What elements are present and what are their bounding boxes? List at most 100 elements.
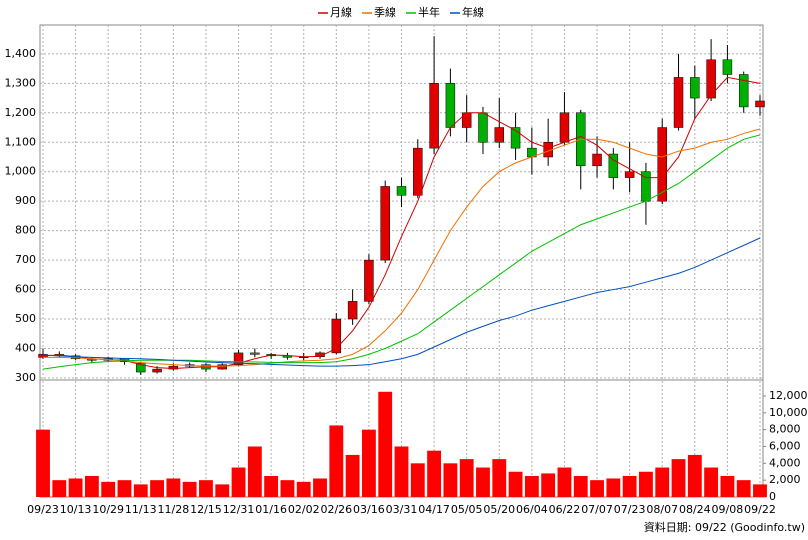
x-tick-label: 12/31	[223, 503, 255, 516]
ma-line	[43, 128, 761, 367]
volume-bar	[443, 463, 458, 497]
candle-body	[690, 77, 700, 99]
volume-bar	[247, 446, 262, 497]
y-tick-label: 900	[15, 194, 36, 207]
x-tick-label: 11/13	[125, 503, 157, 516]
volume-bar	[606, 478, 621, 497]
candle-body	[396, 186, 407, 196]
ma-line	[42, 76, 761, 370]
volume-bar	[639, 471, 653, 497]
y-tick-label: 1,200	[5, 106, 37, 119]
volume-bar	[736, 480, 751, 497]
candle-body	[445, 83, 456, 128]
volume-bar	[476, 467, 490, 497]
volume-bar	[84, 475, 99, 497]
x-tick-label: 07/07	[581, 503, 613, 516]
y-tick-label: 1,300	[5, 76, 37, 89]
x-tick-label: 10/13	[60, 503, 92, 516]
volume-bar	[671, 459, 686, 497]
x-tick-label: 05/20	[483, 503, 515, 516]
volume-bar	[557, 467, 572, 497]
volume-bar	[720, 475, 735, 497]
volume-bar	[68, 478, 83, 497]
candle-body	[657, 127, 667, 202]
candle-body	[380, 186, 390, 261]
candle-body	[706, 59, 716, 99]
volume-bar	[427, 450, 442, 497]
y-tick-label: 800	[15, 224, 36, 237]
volume-bar	[753, 484, 767, 497]
legend-label: 年線	[462, 5, 484, 19]
x-tick-label: 01/16	[255, 503, 287, 516]
volume-bar	[394, 446, 409, 497]
y-tick-label: 1,100	[5, 135, 37, 148]
x-tick-label: 11/28	[158, 503, 190, 516]
volume-bar	[264, 475, 279, 497]
volume-bar	[52, 480, 67, 497]
x-tick-label: 09/22	[744, 503, 776, 516]
y2-tick-label: 12,000	[769, 389, 808, 402]
candle-body	[347, 301, 358, 320]
volume-bar	[361, 429, 376, 497]
volume-bar	[524, 475, 539, 497]
x-tick-label: 06/04	[516, 503, 548, 516]
footer: 資料日期: 09/22 (Goodinfo.tw)	[644, 520, 805, 534]
y2-tick-label: 6,000	[769, 439, 801, 452]
candle-body	[755, 100, 765, 108]
x-tick-label: 03/16	[353, 503, 385, 516]
ma-line	[42, 237, 761, 367]
candle-body	[559, 112, 570, 143]
volume-bar	[573, 475, 588, 497]
x-tick-label: 03/31	[386, 503, 418, 516]
volume-bar	[492, 459, 507, 497]
volume-bar	[378, 391, 393, 497]
volume-bar	[687, 454, 702, 497]
y-tick-label: 400	[15, 341, 36, 354]
y2-tick-label: 4,000	[769, 456, 801, 469]
candle-body	[510, 127, 521, 149]
x-tick-label: 02/02	[288, 503, 320, 516]
candle-body	[478, 112, 488, 143]
x-tick-label: 04/17	[418, 503, 450, 516]
volume-bar	[215, 484, 230, 497]
candle-body	[250, 352, 260, 355]
x-tick-label: 10/29	[92, 503, 124, 516]
volume-bar	[101, 481, 116, 497]
ma-line	[42, 134, 761, 370]
volume-bar	[459, 459, 474, 497]
y2-tick-label: 10,000	[769, 406, 808, 419]
volume-bar	[199, 480, 213, 497]
volume-bar	[345, 454, 360, 497]
candle-body	[624, 171, 635, 178]
y-tick-label: 700	[15, 253, 36, 266]
volume-bar	[280, 480, 295, 497]
candle-body	[722, 59, 733, 75]
volume-bar	[182, 481, 197, 497]
volume-bar	[36, 429, 50, 497]
candle-body	[673, 77, 684, 128]
y2-tick-label: 8,000	[769, 423, 801, 436]
candle-body	[364, 259, 374, 302]
candle-body	[331, 318, 342, 354]
candle-body	[136, 362, 146, 373]
candle-body	[168, 365, 179, 370]
x-tick-label: 09/23	[27, 503, 59, 516]
volume-bar	[117, 480, 132, 497]
x-tick-label: 08/24	[679, 503, 711, 516]
y-tick-label: 1,400	[5, 47, 37, 60]
x-tick-label: 08/07	[646, 503, 678, 516]
y-tick-label: 500	[15, 312, 36, 325]
volume-bar	[329, 425, 344, 497]
x-tick-label: 07/23	[614, 503, 646, 516]
volume-bar	[704, 467, 719, 497]
y-tick-label: 300	[15, 371, 36, 384]
volume-bar	[133, 484, 148, 497]
y2-tick-label: 0	[769, 490, 776, 503]
y-tick-label: 1,000	[5, 165, 37, 178]
volume-bar	[150, 480, 164, 497]
candle-body	[592, 153, 602, 167]
y2-tick-label: 2,000	[769, 473, 801, 486]
volume-bar	[231, 467, 246, 497]
x-tick-label: 05/05	[451, 503, 483, 516]
